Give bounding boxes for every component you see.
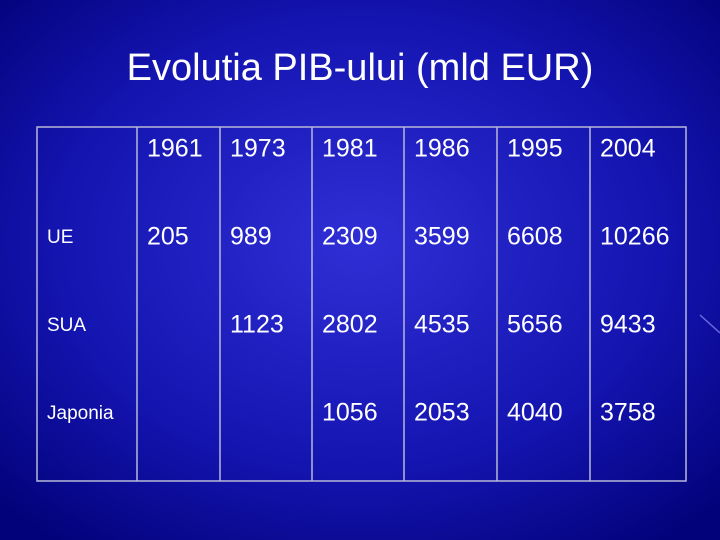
table-cell: 10266: [600, 223, 670, 251]
header-cell: 2004: [600, 135, 656, 163]
table-cell: 3758: [600, 399, 656, 427]
row-label: UE: [47, 227, 73, 248]
table-cell: 1123: [230, 311, 284, 339]
table-cell: 5656: [507, 311, 563, 339]
table-cell: 2053: [414, 399, 470, 427]
table-cell: 2309: [322, 223, 378, 251]
table-cell: 6608: [507, 223, 563, 251]
decoration: [699, 314, 720, 334]
table-cell: 2802: [322, 311, 378, 339]
table-cell: 1056: [322, 399, 378, 427]
header-cell: 1981: [322, 135, 378, 163]
header-cell: 1986: [414, 135, 470, 163]
table: 1961 1973 1981 1986 1995 2004 UE 205 989 2309 3599…: [36, 126, 687, 482]
header-cell: 1973: [230, 135, 286, 163]
row-label: SUA: [47, 315, 86, 336]
header-cell: 1995: [507, 135, 563, 163]
row-label: Japonia: [47, 403, 114, 424]
table-cell: 9433: [600, 311, 656, 339]
table-cell: 3599: [414, 223, 470, 251]
table-border: [36, 126, 687, 482]
header-cell: 1961: [147, 135, 203, 163]
table-cell: 989: [230, 223, 272, 251]
table-cell: 4535: [414, 311, 470, 339]
table-cell: 4040: [507, 399, 563, 427]
table-cell: 205: [147, 223, 189, 251]
slide-title: Evolutia PIB-ului (mld EUR): [127, 47, 594, 89]
